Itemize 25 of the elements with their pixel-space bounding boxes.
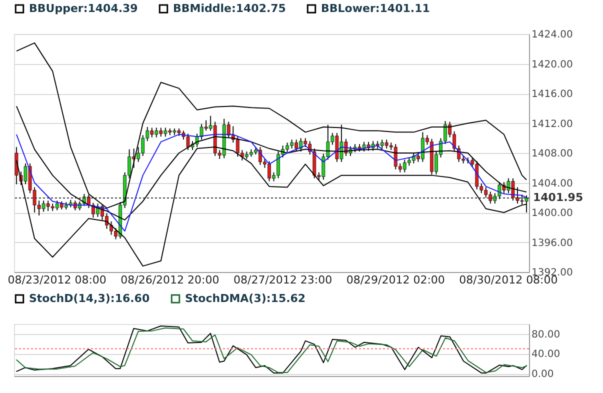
legend-label: StochDMA(3):15.62 (185, 292, 306, 305)
y-tick-label: 1400.00 (532, 208, 573, 219)
y-tick-label: 1396.00 (532, 238, 573, 249)
x-tick-label: 08/23/2012 08:00 (8, 274, 106, 286)
x-tick-label: 08/27/2012 23:00 (233, 274, 332, 286)
legend-label: BBLower:1401.11 (321, 2, 430, 15)
y-tick-label: 0.00 (532, 369, 554, 380)
ref-line-label: 1401.95 (533, 190, 584, 204)
line-series (16, 42, 528, 209)
y-tick-label: 40.00 (532, 349, 560, 360)
x-tick-label: 08/29/2012 02:00 (346, 274, 445, 286)
x-tick-label: 08/26/2012 20:00 (120, 274, 220, 286)
line-series (16, 106, 528, 220)
legend-label: BBMiddle:1402.75 (173, 2, 286, 15)
line-series (16, 146, 528, 267)
y-tick-label: 1412.00 (532, 118, 573, 130)
y-tick-label: 80.00 (532, 329, 560, 340)
legend-label: StochD(14,3):16.60 (29, 292, 150, 305)
y-tick-label: 1408.00 (532, 148, 573, 160)
legend-label: BBUpper:1404.39 (29, 2, 138, 15)
x-tick-label: 08/30/2012 08:00 (459, 274, 558, 286)
y-tick-label: 1416.00 (532, 89, 573, 100)
y-tick-label: 1420.00 (532, 59, 573, 70)
y-tick-label: 1404.00 (532, 178, 573, 190)
y-tick-label: 1424.00 (532, 30, 573, 40)
